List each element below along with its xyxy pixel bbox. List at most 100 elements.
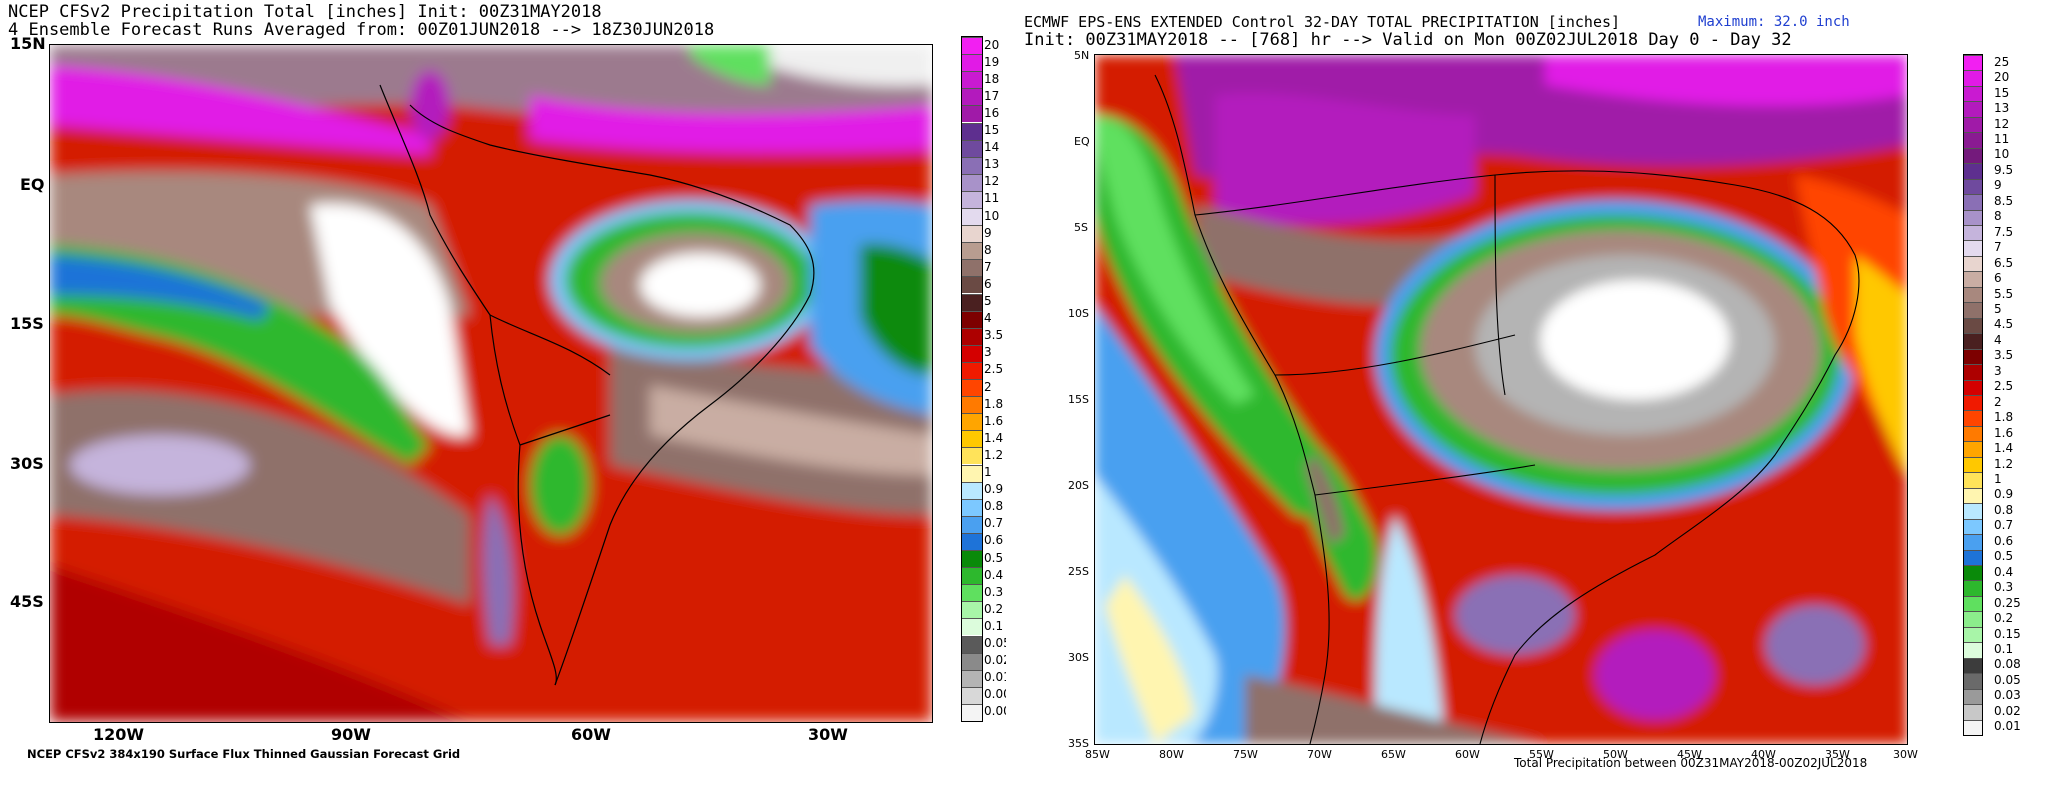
colorbar-label: 13 — [1994, 101, 2010, 116]
colorbar-label: 1.4 — [984, 430, 1004, 445]
colorbar-label: 2.5 — [1994, 379, 2014, 394]
ecmwf-map-field — [1095, 55, 1907, 744]
ecmwf-title-line2: Init: 00Z31MAY2018 -- [768] hr --> Valid… — [1024, 30, 1792, 50]
colorbar-label: 8.5 — [1994, 193, 2014, 208]
ecmwf-lat-tick-5n: 5N — [1074, 49, 1090, 62]
colorbar-label: 2 — [1994, 394, 2002, 409]
colorbar-label: 18 — [984, 71, 1000, 86]
cfsv2-lat-tick-15n: 15N — [10, 34, 46, 53]
colorbar-label: 7.5 — [1994, 224, 2014, 239]
colorbar-label: 9 — [1994, 178, 2002, 193]
colorbar-swatch — [1964, 487, 1982, 504]
colorbar-swatch — [962, 430, 982, 448]
colorbar-swatch — [962, 71, 982, 89]
colorbar-swatch — [1964, 255, 1982, 272]
colorbar-swatch — [1964, 194, 1982, 210]
ecmwf-lat-tick-30s: 30S — [1068, 651, 1089, 664]
colorbar-label: 0.01 — [1994, 719, 2021, 734]
colorbar-label: 1 — [1994, 472, 2002, 486]
colorbar-swatch — [962, 464, 982, 482]
cfsv2-lat-tick-30s: 30S — [10, 454, 44, 473]
colorbar-label: 0.02 — [1994, 703, 2021, 718]
colorbar-label: 7 — [984, 259, 992, 274]
colorbar-label: 0.6 — [1994, 533, 2014, 548]
colorbar-label: 0.8 — [1994, 502, 2014, 517]
colorbar-label: 0.001 — [984, 704, 1006, 719]
colorbar-swatch — [962, 703, 982, 721]
colorbar-swatch — [962, 156, 982, 174]
colorbar-swatch — [1964, 348, 1982, 365]
colorbar-swatch — [1964, 286, 1982, 303]
colorbar-label: 6 — [1994, 271, 2002, 286]
ecmwf-lon-tick-55w: 55W — [1529, 748, 1554, 761]
colorbar-swatch — [1964, 55, 1982, 71]
colorbar-label: 20 — [984, 37, 1000, 52]
colorbar-swatch — [962, 601, 982, 619]
cfsv2-lon-tick-30w: 30W — [808, 725, 848, 744]
ecmwf-lon-tick-75w: 75W — [1233, 748, 1258, 761]
ecmwf-lon-tick-60w: 60W — [1455, 748, 1480, 761]
cfsv2-grid-footer: NCEP CFSv2 384x190 Surface Flux Thinned … — [27, 747, 461, 761]
colorbar-label: 0.7 — [984, 516, 1004, 531]
colorbar-label: 0.7 — [1994, 518, 2014, 533]
colorbar-label: 0.2 — [984, 601, 1004, 616]
colorbar-swatch — [962, 122, 982, 140]
colorbar-label: 13 — [984, 157, 1000, 172]
colorbar-swatch — [1964, 704, 1982, 720]
ecmwf-period-footer: Total Precipitation between 00Z31MAY2018… — [1514, 756, 1868, 770]
colorbar-swatch — [962, 669, 982, 687]
colorbar-swatch — [962, 259, 982, 277]
colorbar-swatch — [962, 310, 982, 328]
colorbar-label: 25 — [1994, 54, 2010, 69]
ecmwf-lon-tick-45w: 45W — [1677, 748, 1702, 761]
colorbar-swatch — [962, 686, 982, 704]
ecmwf-lon-tick-30w: 30W — [1893, 748, 1918, 761]
colorbar-label: 5 — [984, 294, 992, 309]
colorbar-label: 0.005 — [984, 687, 1006, 702]
ecmwf-title-line1: ECMWF EPS-ENS EXTENDED Control 32-DAY TO… — [1024, 13, 1621, 31]
cfsv2-map-field — [50, 45, 932, 722]
colorbar-swatch — [1964, 673, 1982, 689]
colorbar-swatch — [1964, 534, 1982, 550]
ecmwf-lat-tick-35s: 35S — [1068, 737, 1089, 750]
ecmwf-lon-tick-85w: 85W — [1085, 748, 1110, 761]
colorbar-swatch — [1964, 657, 1982, 674]
colorbar-label: 7 — [1994, 240, 2002, 255]
colorbar-label: 1.8 — [984, 396, 1004, 411]
colorbar-swatch — [1964, 503, 1982, 519]
ecmwf-lon-tick-35w: 35W — [1825, 748, 1850, 761]
colorbar-swatch — [1964, 472, 1982, 488]
colorbar-label: 12 — [1994, 116, 2010, 131]
colorbar-swatch — [1964, 456, 1982, 473]
colorbar-swatch — [962, 225, 982, 243]
ecmwf-lon-tick-50w: 50W — [1603, 748, 1628, 761]
cfsv2-lat-tick-eq: EQ — [20, 175, 45, 194]
colorbar-label: 2 — [984, 379, 992, 394]
colorbar-swatch — [1964, 642, 1982, 658]
colorbar-label: 0.3 — [984, 584, 1004, 599]
colorbar-label: 9 — [984, 225, 992, 240]
colorbar-label: 0.6 — [984, 533, 1004, 548]
colorbar-swatch — [1964, 85, 1982, 102]
colorbar-label: 0.2 — [1994, 611, 2014, 626]
colorbar-swatch — [962, 635, 982, 653]
cfsv2-precip-map — [49, 44, 933, 723]
colorbar-swatch — [1964, 518, 1982, 535]
colorbar-swatch — [962, 396, 982, 414]
colorbar-label: 10 — [984, 208, 1000, 223]
colorbar-swatch — [962, 532, 982, 550]
colorbar-label: 12 — [984, 174, 1000, 189]
colorbar-label: 0.3 — [1994, 580, 2014, 595]
colorbar-swatch — [962, 567, 982, 585]
colorbar-label: 16 — [984, 105, 1000, 120]
ecmwf-lat-tick-15s: 15S — [1068, 393, 1089, 406]
colorbar-label: 15 — [1994, 85, 2010, 100]
colorbar-label: 0.03 — [1994, 688, 2021, 703]
colorbar-label: 11 — [1994, 132, 2010, 146]
colorbar-label: 0.02 — [984, 653, 1006, 668]
colorbar-label: 0.25 — [1994, 595, 2021, 610]
colorbar-label: 6 — [984, 276, 992, 291]
colorbar-swatch — [962, 515, 982, 533]
colorbar-swatch — [962, 584, 982, 602]
colorbar-swatch — [1964, 333, 1982, 349]
